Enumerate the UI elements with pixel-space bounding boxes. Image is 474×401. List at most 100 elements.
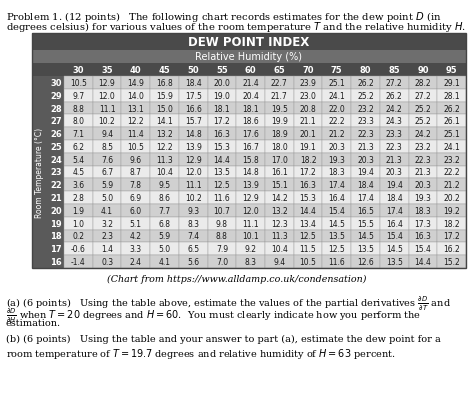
Text: 65: 65 bbox=[273, 66, 285, 75]
Bar bbox=[409, 205, 438, 217]
Text: 15.7: 15.7 bbox=[185, 117, 201, 126]
Bar bbox=[121, 102, 150, 115]
Text: 9.8: 9.8 bbox=[216, 219, 228, 228]
Bar bbox=[236, 205, 265, 217]
Bar bbox=[380, 179, 409, 192]
Text: 30: 30 bbox=[73, 66, 84, 75]
Text: 10.5: 10.5 bbox=[300, 257, 317, 266]
Bar bbox=[380, 154, 409, 166]
Text: 16.2: 16.2 bbox=[443, 245, 460, 254]
Bar bbox=[150, 128, 179, 141]
Text: 21.7: 21.7 bbox=[271, 91, 288, 100]
Text: 22.3: 22.3 bbox=[386, 142, 402, 152]
Text: 5.4: 5.4 bbox=[73, 155, 84, 164]
Text: 15.8: 15.8 bbox=[242, 155, 259, 164]
Text: 6.5: 6.5 bbox=[187, 245, 199, 254]
Text: room temperature of $T = 19.7$ degrees and relative humidity of $H = 63$ percent: room temperature of $T = 19.7$ degrees a… bbox=[6, 346, 396, 360]
Text: 20.3: 20.3 bbox=[386, 168, 402, 177]
Text: 13.5: 13.5 bbox=[213, 168, 230, 177]
Text: 35: 35 bbox=[101, 66, 113, 75]
Text: 14.0: 14.0 bbox=[128, 91, 144, 100]
Text: 13.9: 13.9 bbox=[185, 142, 201, 152]
Bar bbox=[150, 255, 179, 268]
Bar bbox=[322, 192, 351, 205]
Bar bbox=[380, 128, 409, 141]
Text: 21.2: 21.2 bbox=[443, 181, 460, 190]
Text: 6.9: 6.9 bbox=[130, 194, 142, 203]
Bar bbox=[48, 205, 64, 217]
Text: 24.2: 24.2 bbox=[415, 130, 431, 139]
Bar bbox=[179, 154, 208, 166]
Bar bbox=[208, 243, 236, 255]
Bar bbox=[64, 230, 93, 243]
Bar bbox=[380, 255, 409, 268]
Bar bbox=[93, 128, 121, 141]
Bar bbox=[236, 128, 265, 141]
Text: 2.8: 2.8 bbox=[73, 194, 84, 203]
Text: 5.0: 5.0 bbox=[158, 245, 171, 254]
Text: 1.0: 1.0 bbox=[73, 219, 84, 228]
Text: 20.0: 20.0 bbox=[213, 79, 230, 88]
Text: 11.6: 11.6 bbox=[214, 194, 230, 203]
Bar bbox=[322, 128, 351, 141]
Bar bbox=[48, 179, 64, 192]
Text: 18.4: 18.4 bbox=[185, 79, 201, 88]
Bar bbox=[48, 217, 64, 230]
Bar bbox=[48, 192, 64, 205]
Text: 19.4: 19.4 bbox=[386, 181, 402, 190]
Bar bbox=[322, 77, 351, 89]
Text: 27.2: 27.2 bbox=[415, 91, 431, 100]
Bar bbox=[93, 64, 121, 77]
Bar bbox=[351, 64, 380, 77]
Bar bbox=[121, 230, 150, 243]
Text: 24.2: 24.2 bbox=[386, 104, 402, 113]
Text: 22.3: 22.3 bbox=[415, 155, 431, 164]
Text: 7.9: 7.9 bbox=[216, 245, 228, 254]
Text: 21.3: 21.3 bbox=[415, 168, 431, 177]
Text: 95: 95 bbox=[446, 66, 457, 75]
Text: 18.2: 18.2 bbox=[300, 155, 316, 164]
Text: 11.6: 11.6 bbox=[328, 257, 345, 266]
Bar bbox=[150, 179, 179, 192]
Text: 60: 60 bbox=[245, 66, 256, 75]
Bar bbox=[48, 77, 64, 89]
Bar bbox=[380, 166, 409, 179]
Bar bbox=[322, 179, 351, 192]
Bar bbox=[236, 192, 265, 205]
Text: 10.2: 10.2 bbox=[185, 194, 201, 203]
Bar bbox=[150, 192, 179, 205]
Bar bbox=[150, 102, 179, 115]
Text: 16.4: 16.4 bbox=[386, 219, 402, 228]
Text: 17.4: 17.4 bbox=[328, 181, 345, 190]
Text: 22.2: 22.2 bbox=[443, 168, 460, 177]
Text: 13.2: 13.2 bbox=[156, 130, 173, 139]
Text: DEW POINT INDEX: DEW POINT INDEX bbox=[188, 36, 310, 49]
Bar bbox=[32, 51, 466, 64]
Bar bbox=[409, 89, 438, 102]
Bar bbox=[351, 166, 380, 179]
Text: 8.8: 8.8 bbox=[73, 104, 84, 113]
Bar bbox=[236, 166, 265, 179]
Bar bbox=[438, 141, 466, 154]
Bar bbox=[93, 205, 121, 217]
Text: 28: 28 bbox=[50, 104, 62, 113]
Bar bbox=[93, 243, 121, 255]
Bar bbox=[294, 243, 322, 255]
Text: 9.5: 9.5 bbox=[158, 181, 171, 190]
Text: $\frac{\partial D}{\partial H}$ when $T = 20$ degrees and $H = 60$.  You must cl: $\frac{\partial D}{\partial H}$ when $T … bbox=[6, 306, 421, 324]
Bar bbox=[32, 217, 48, 230]
Text: 17: 17 bbox=[50, 245, 62, 254]
Text: 21: 21 bbox=[50, 194, 62, 203]
Text: 15.1: 15.1 bbox=[271, 181, 288, 190]
Bar bbox=[208, 205, 236, 217]
Text: 16.1: 16.1 bbox=[271, 168, 288, 177]
Text: 8.3: 8.3 bbox=[245, 257, 256, 266]
Text: 24.1: 24.1 bbox=[443, 142, 460, 152]
Bar bbox=[93, 154, 121, 166]
Text: 14.1: 14.1 bbox=[156, 117, 173, 126]
Bar bbox=[438, 115, 466, 128]
Text: 12.2: 12.2 bbox=[128, 117, 144, 126]
Text: 17.2: 17.2 bbox=[300, 168, 317, 177]
Text: 11.1: 11.1 bbox=[185, 181, 201, 190]
Text: 25.1: 25.1 bbox=[328, 79, 345, 88]
